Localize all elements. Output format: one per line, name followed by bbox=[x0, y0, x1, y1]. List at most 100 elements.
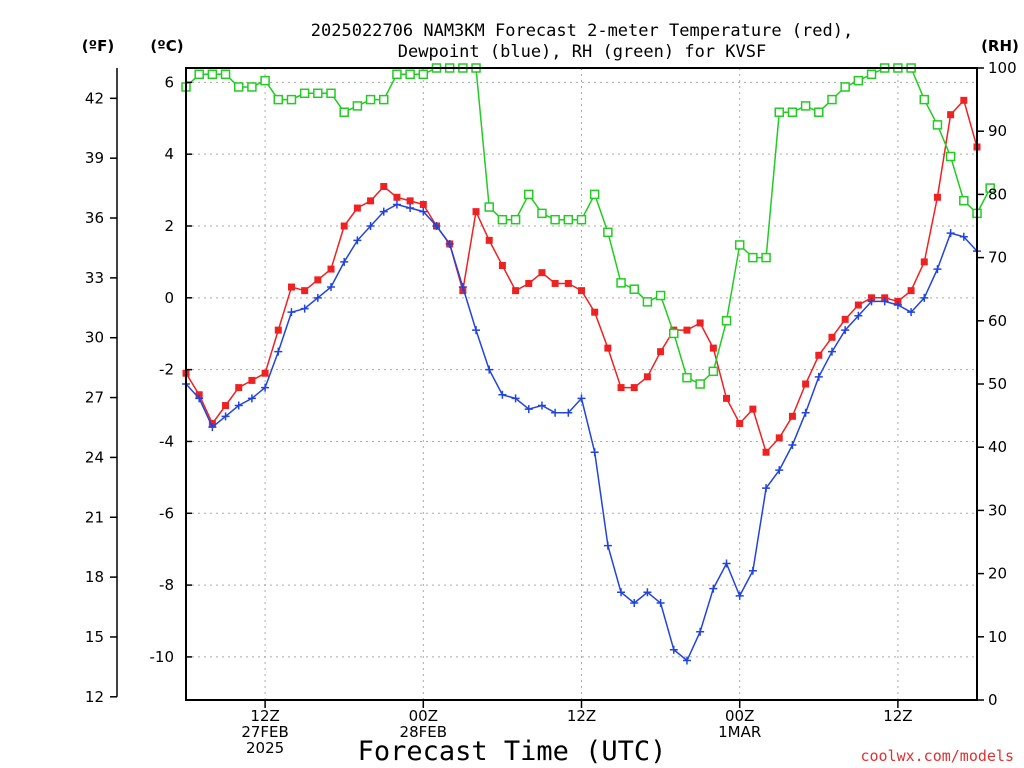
rh-point bbox=[669, 328, 679, 339]
rh-point bbox=[708, 366, 719, 377]
temperature-point bbox=[591, 308, 599, 316]
rh-tick-label: 30 bbox=[988, 501, 1007, 519]
dewpoint-point bbox=[762, 484, 771, 493]
rh-point bbox=[761, 252, 771, 263]
rh-point bbox=[589, 189, 600, 200]
temperature-point bbox=[775, 434, 783, 442]
dewpoint-point bbox=[827, 347, 836, 356]
celsius-tick-label: -6 bbox=[159, 504, 174, 522]
rh-point bbox=[932, 120, 943, 130]
dewpoint-point bbox=[445, 239, 454, 248]
dewpoint-point bbox=[893, 301, 902, 309]
dewpoint-point bbox=[577, 394, 586, 403]
dewpoint-point bbox=[353, 236, 362, 245]
dewpoint-point bbox=[195, 394, 204, 403]
dewpoint-point bbox=[920, 293, 929, 302]
rh-point bbox=[220, 69, 231, 80]
temperature-point bbox=[630, 384, 638, 392]
dewpoint-point bbox=[564, 408, 573, 417]
rh-point bbox=[233, 82, 244, 92]
grid-lines bbox=[186, 68, 977, 700]
rh-point bbox=[405, 69, 415, 80]
temperature-point bbox=[498, 262, 506, 269]
dewpoint-point bbox=[867, 297, 876, 306]
rh-point bbox=[959, 195, 969, 206]
temperature-point bbox=[235, 384, 243, 392]
rh-point bbox=[866, 69, 877, 80]
temperature-point bbox=[380, 183, 388, 190]
rh-point bbox=[524, 189, 534, 200]
temperature-point bbox=[314, 276, 322, 284]
rh-tick-label: 60 bbox=[988, 312, 1007, 330]
rh-tick-label: 80 bbox=[988, 185, 1007, 203]
temperature-point bbox=[248, 376, 256, 384]
temperature-point bbox=[749, 405, 757, 413]
rh-point bbox=[800, 101, 811, 111]
dewpoint-point bbox=[261, 383, 270, 392]
temperature-point bbox=[854, 301, 862, 309]
dewpoint-point bbox=[366, 222, 375, 230]
credit-label: coolwx.com/models bbox=[860, 747, 1014, 765]
rh-point bbox=[603, 227, 613, 238]
chart-title-line-2: Dewpoint (blue), RH (green) for KVSF bbox=[398, 42, 766, 62]
temperature-point bbox=[683, 326, 691, 334]
rh-point bbox=[682, 372, 692, 383]
rh-point bbox=[985, 183, 995, 193]
temperature-point bbox=[815, 351, 823, 359]
dewpoint-point bbox=[379, 207, 388, 216]
fahrenheit-tick-label: 18 bbox=[85, 568, 104, 586]
temperature-point bbox=[222, 402, 230, 410]
time-tick-label: 12Z bbox=[567, 707, 596, 725]
rh-point bbox=[286, 94, 297, 105]
fahrenheit-tick-label: 39 bbox=[85, 149, 104, 167]
dewpoint-point bbox=[419, 207, 428, 216]
dewpoint-point bbox=[392, 200, 401, 209]
dewpoint-point bbox=[485, 365, 494, 374]
rh-point bbox=[563, 214, 574, 225]
dewpoint-point bbox=[696, 627, 705, 636]
rh-point bbox=[273, 94, 284, 105]
celsius-tick-label: -8 bbox=[159, 576, 174, 594]
temperature-point bbox=[696, 319, 704, 327]
temperature-point bbox=[393, 193, 401, 201]
rh-tick-label: 100 bbox=[988, 59, 1017, 77]
rh-point bbox=[616, 278, 626, 288]
rh-point bbox=[537, 208, 547, 219]
temperature-point bbox=[472, 208, 480, 216]
dewpoint-point bbox=[801, 408, 810, 417]
dewpoint-point bbox=[406, 204, 415, 213]
temperature-point bbox=[617, 384, 625, 392]
dewpoint-point bbox=[748, 566, 757, 575]
dewpoint-point bbox=[959, 232, 968, 241]
rh-point bbox=[827, 94, 837, 105]
temperature-point bbox=[419, 200, 427, 208]
rh-point bbox=[721, 316, 732, 326]
rh-point bbox=[695, 379, 705, 389]
rh-point bbox=[326, 88, 336, 99]
rh-point bbox=[550, 214, 560, 225]
dewpoint-point bbox=[841, 326, 850, 335]
rh-point bbox=[629, 284, 639, 294]
rh-point bbox=[313, 88, 323, 99]
temperature-point bbox=[538, 269, 546, 277]
dewpoint-point bbox=[880, 297, 889, 306]
rh-point bbox=[379, 94, 389, 105]
dewpoint-point bbox=[656, 599, 665, 608]
dewpoint-point bbox=[300, 304, 309, 313]
dewpoint-point bbox=[340, 257, 349, 266]
rh-point bbox=[497, 214, 508, 225]
rh-point bbox=[510, 214, 521, 225]
rh-point bbox=[642, 297, 653, 307]
temperature-point bbox=[367, 197, 375, 205]
dewpoint-point bbox=[458, 283, 467, 292]
rh-point bbox=[392, 69, 402, 80]
temperature-point bbox=[564, 279, 572, 287]
time-tick-label: 27FEB bbox=[241, 723, 288, 741]
dewpoint-point bbox=[933, 265, 942, 274]
temperature-point bbox=[261, 369, 269, 377]
fahrenheit-tick-label: 30 bbox=[85, 329, 104, 347]
rh-point bbox=[814, 107, 824, 117]
dewpoint-point bbox=[498, 390, 507, 399]
rh-point bbox=[774, 107, 784, 117]
